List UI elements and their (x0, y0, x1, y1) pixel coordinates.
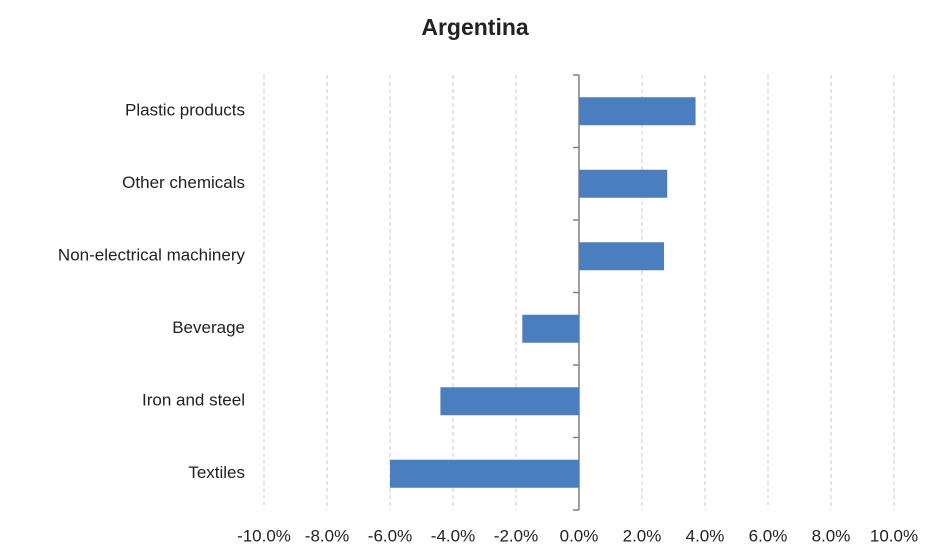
y-tick-label: Beverage (172, 318, 245, 337)
bar (522, 314, 579, 343)
chart-title: Argentina (421, 14, 529, 40)
x-tick-label: -2.0% (494, 526, 538, 545)
bar (579, 169, 668, 198)
bar (579, 242, 665, 271)
y-tick-label: Plastic products (125, 101, 245, 120)
bar (440, 387, 579, 416)
y-tick-label: Other chemicals (122, 173, 245, 192)
x-tick-label: -10.0% (237, 526, 291, 545)
y-tick-label: Non-electrical machinery (58, 246, 246, 265)
x-tick-label: -8.0% (305, 526, 349, 545)
x-tick-label: 4.0% (686, 526, 725, 545)
x-tick-label: 6.0% (749, 526, 788, 545)
x-tick-label: -4.0% (431, 526, 475, 545)
x-tick-label: 0.0% (560, 526, 599, 545)
x-tick-label: 10.0% (870, 526, 918, 545)
x-tick-label: -6.0% (368, 526, 412, 545)
bar (579, 97, 696, 126)
x-tick-label: 2.0% (623, 526, 662, 545)
y-tick-label: Textiles (188, 463, 245, 482)
bar (390, 459, 579, 488)
x-tick-label: 8.0% (812, 526, 851, 545)
y-tick-label: Iron and steel (142, 391, 245, 410)
